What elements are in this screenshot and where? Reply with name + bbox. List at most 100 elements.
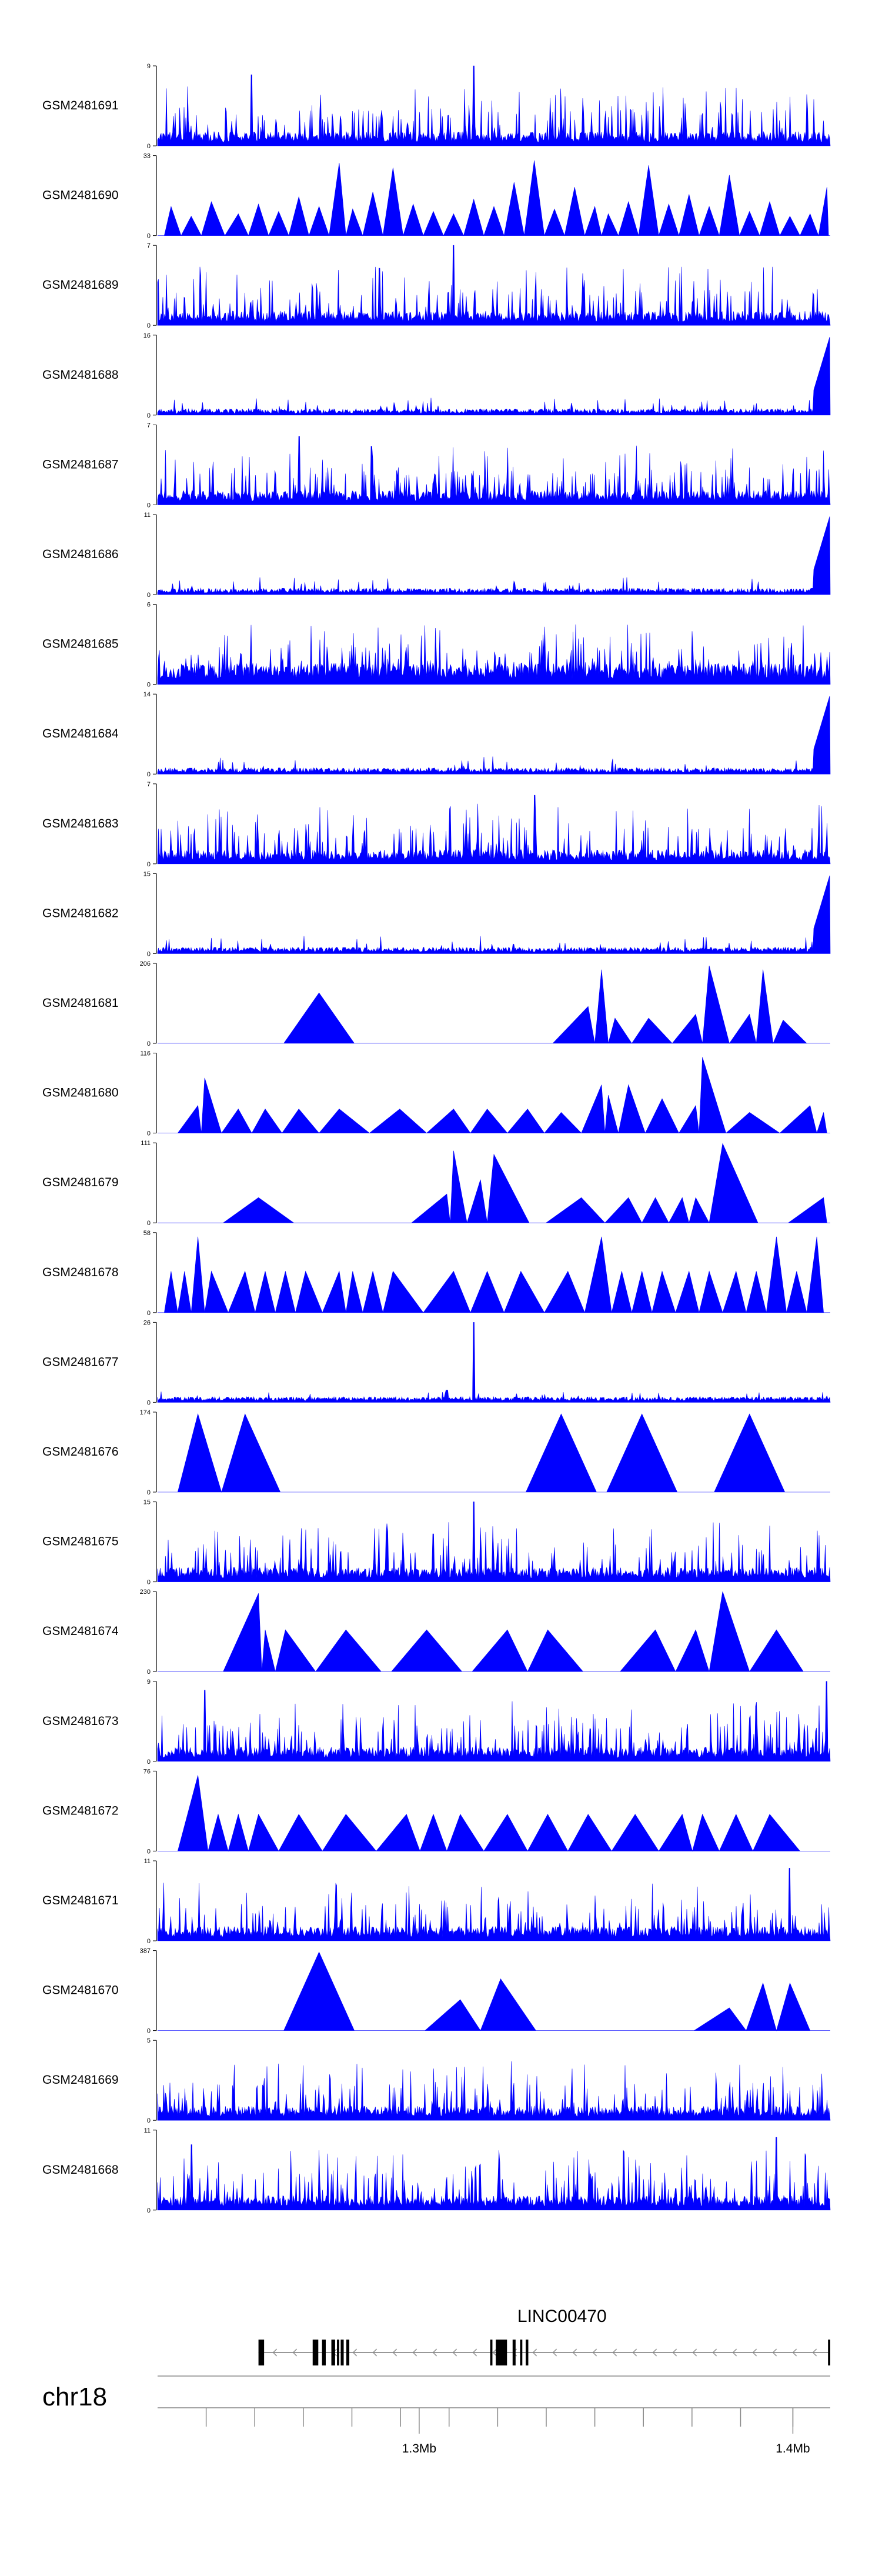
y-min-label: 0 <box>147 1220 151 1227</box>
y-max-label: 26 <box>143 1319 151 1326</box>
coverage-area <box>157 875 831 954</box>
y-max-label: 9 <box>147 1679 151 1686</box>
track-label: GSM2481691 <box>42 99 119 112</box>
gene-exon <box>340 2340 344 2365</box>
track-GSM2481668: GSM2481668 11 0 <box>42 2127 831 2214</box>
coverage-area <box>158 1775 830 1852</box>
coverage-area <box>157 696 831 775</box>
strand-chevron <box>612 2348 617 2357</box>
strand-chevron <box>752 2348 757 2357</box>
strand-chevron <box>352 2348 358 2357</box>
track-GSM2481684: GSM2481684 14 0 <box>42 691 831 778</box>
gene-exon <box>512 2340 516 2365</box>
y-max-label: 174 <box>140 1409 151 1416</box>
track-GSM2481683: GSM2481683 7 0 <box>42 781 831 868</box>
track-label: GSM2481679 <box>42 1176 119 1189</box>
y-min-label: 0 <box>147 412 151 419</box>
coverage-area <box>157 1868 831 1941</box>
y-max-label: 16 <box>143 332 151 339</box>
coverage-area <box>158 965 830 1045</box>
strand-chevron <box>732 2348 737 2357</box>
track-GSM2481680: GSM2481680 116 0 <box>42 1050 830 1137</box>
y-min-label: 0 <box>147 1310 151 1317</box>
coverage-area <box>158 1413 830 1493</box>
strand-chevron <box>552 2348 557 2357</box>
y-min-label: 0 <box>147 143 151 150</box>
y-min-label: 0 <box>147 592 151 599</box>
y-max-label: 116 <box>140 1050 151 1057</box>
track-label: GSM2481681 <box>42 996 119 1010</box>
gene-exon <box>520 2340 523 2365</box>
y-min-label: 0 <box>147 233 151 240</box>
gene-exon <box>322 2340 326 2365</box>
y-min-label: 0 <box>147 2028 151 2035</box>
coverage-area <box>158 160 830 236</box>
track-GSM2481679: GSM2481679 111 0 <box>42 1140 830 1227</box>
strand-chevron <box>792 2348 797 2357</box>
coverage-area <box>157 1681 831 1762</box>
track-label: GSM2481672 <box>42 1804 119 1817</box>
track-label: GSM2481688 <box>42 368 119 382</box>
coverage-area <box>158 1236 830 1313</box>
y-max-label: 14 <box>143 691 151 698</box>
gene-and-axis-panel: LINC00470 chr18 1.3Mb 1.4Mb <box>42 2307 830 2455</box>
coverage-area <box>157 1322 831 1403</box>
strand-chevron <box>812 2348 817 2357</box>
track-GSM2481681: GSM2481681 206 0 <box>42 960 830 1047</box>
strand-chevron <box>672 2348 677 2357</box>
track-GSM2481686: GSM2481686 11 0 <box>42 512 831 599</box>
track-GSM2481685: GSM2481685 6 0 <box>42 602 831 689</box>
coverage-tracks: GSM248169190GSM2481690330GSM248168970GSM… <box>42 63 831 2214</box>
track-label: GSM2481675 <box>42 1535 119 1549</box>
gene-exon <box>258 2340 265 2365</box>
track-label: GSM2481674 <box>42 1624 119 1638</box>
y-max-label: 6 <box>147 602 151 609</box>
track-label: GSM2481682 <box>42 906 119 920</box>
track-GSM2481678: GSM2481678 58 0 <box>42 1230 830 1317</box>
track-label: GSM2481676 <box>42 1445 119 1459</box>
coverage-area <box>157 624 831 685</box>
coverage-area <box>157 436 831 505</box>
gene-exon <box>337 2340 339 2365</box>
track-label: GSM2481668 <box>42 2163 119 2177</box>
y-max-label: 7 <box>147 422 151 429</box>
strand-chevron <box>412 2348 417 2357</box>
y-min-label: 0 <box>147 1669 151 1676</box>
y-min-label: 0 <box>147 502 151 509</box>
coverage-area <box>157 2137 831 2211</box>
gene-track: LINC00470 <box>258 2307 830 2365</box>
strand-chevron <box>452 2348 457 2357</box>
coverage-area <box>158 1591 830 1672</box>
genome-axis: chr18 1.3Mb 1.4Mb <box>42 2375 830 2455</box>
strand-chevron <box>712 2348 717 2357</box>
track-GSM2481673: GSM2481673 9 0 <box>42 1679 831 1766</box>
y-min-label: 0 <box>147 1938 151 1945</box>
coverage-area <box>158 1057 830 1134</box>
track-GSM2481674: GSM2481674 230 0 <box>42 1589 830 1676</box>
y-min-label: 0 <box>147 861 151 868</box>
track-GSM2481682: GSM2481682 15 0 <box>42 870 831 957</box>
strand-chevron <box>432 2348 437 2357</box>
track-label: GSM2481684 <box>42 727 119 740</box>
y-min-label: 0 <box>147 1579 151 1586</box>
track-GSM2481688: GSM2481688 16 0 <box>42 332 831 419</box>
track-GSM2481671: GSM2481671 11 0 <box>42 1858 831 1945</box>
track-GSM2481672: GSM2481672 76 0 <box>42 1768 830 1855</box>
gene-exon <box>312 2340 319 2365</box>
y-max-label: 15 <box>143 870 151 877</box>
strand-chevron <box>692 2348 697 2357</box>
coverage-area <box>157 337 831 416</box>
track-GSM2481690: GSM2481690 33 0 <box>42 153 830 240</box>
track-label: GSM2481686 <box>42 548 119 561</box>
y-max-label: 206 <box>140 960 151 967</box>
strand-chevron <box>372 2348 377 2357</box>
coverage-area <box>157 1501 831 1582</box>
y-min-label: 0 <box>147 771 151 778</box>
y-max-label: 7 <box>147 781 151 788</box>
track-GSM2481670: GSM2481670 387 0 <box>42 1948 830 2035</box>
track-label: GSM2481677 <box>42 1355 119 1369</box>
track-GSM2481687: GSM2481687 7 0 <box>42 422 831 509</box>
y-max-label: 5 <box>147 2037 151 2044</box>
strand-chevron <box>472 2348 477 2357</box>
y-min-label: 0 <box>147 1130 151 1137</box>
